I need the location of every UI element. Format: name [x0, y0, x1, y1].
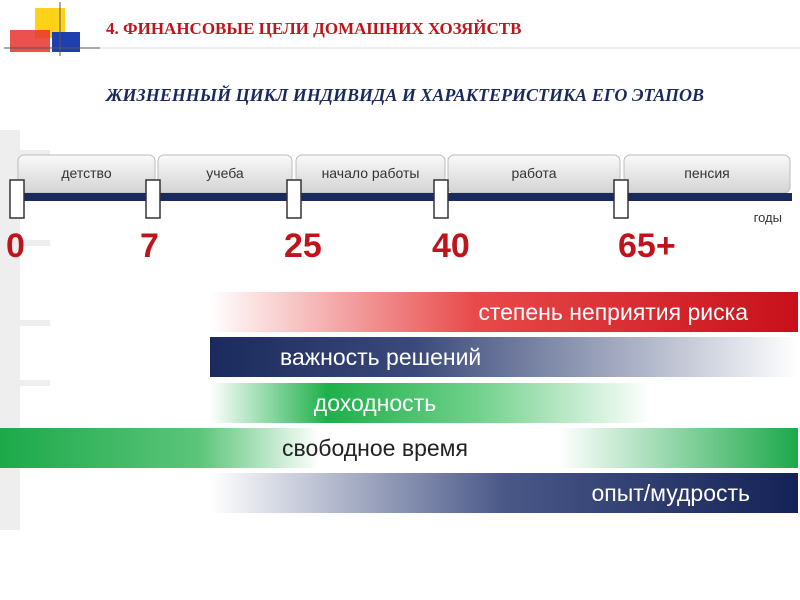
bar-label: важность решений: [280, 344, 481, 370]
age-label: 0: [6, 227, 25, 265]
bar-label: степень неприятия риска: [478, 299, 748, 325]
bar-label: свободное время: [282, 435, 468, 461]
unit-label: годы: [754, 210, 782, 225]
age-label: 7: [140, 227, 159, 265]
timeline: детство учеба начало работы работа пенсия 0 7 2…: [6, 154, 792, 265]
stage-label: детство: [61, 165, 111, 181]
age-marker: [9, 179, 25, 219]
age-marker: [613, 179, 629, 219]
bars: степень неприятия риска важность решений д…: [0, 292, 798, 513]
title: 4. ФИНАНСОВЫЕ ЦЕЛИ ДОМАШНИХ ХОЗЯЙСТВ: [106, 19, 521, 38]
age-label: 40: [432, 227, 470, 265]
bar-label: доходность: [314, 390, 436, 416]
axis-line: [10, 193, 792, 201]
stage-label: работа: [511, 165, 556, 181]
age-marker: [145, 179, 161, 219]
age-marker: [433, 179, 449, 219]
age-label: 65+: [618, 227, 676, 265]
subtitle: ЖИЗНЕННЫЙ ЦИКЛ ИНДИВИДА И ХАРАКТЕРИСТИКА…: [104, 83, 704, 105]
bar: [0, 428, 798, 468]
age-label: 25: [284, 227, 322, 265]
bar: [210, 292, 798, 332]
bar: [210, 383, 798, 423]
bar-label: опыт/мудрость: [591, 480, 750, 506]
logo: [4, 2, 100, 56]
stage-label: пенсия: [684, 165, 730, 181]
bar: [210, 337, 798, 377]
bar: [210, 473, 798, 513]
stage-label: учеба: [206, 165, 244, 181]
age-marker: [286, 179, 302, 219]
stage-label: начало работы: [322, 165, 420, 181]
